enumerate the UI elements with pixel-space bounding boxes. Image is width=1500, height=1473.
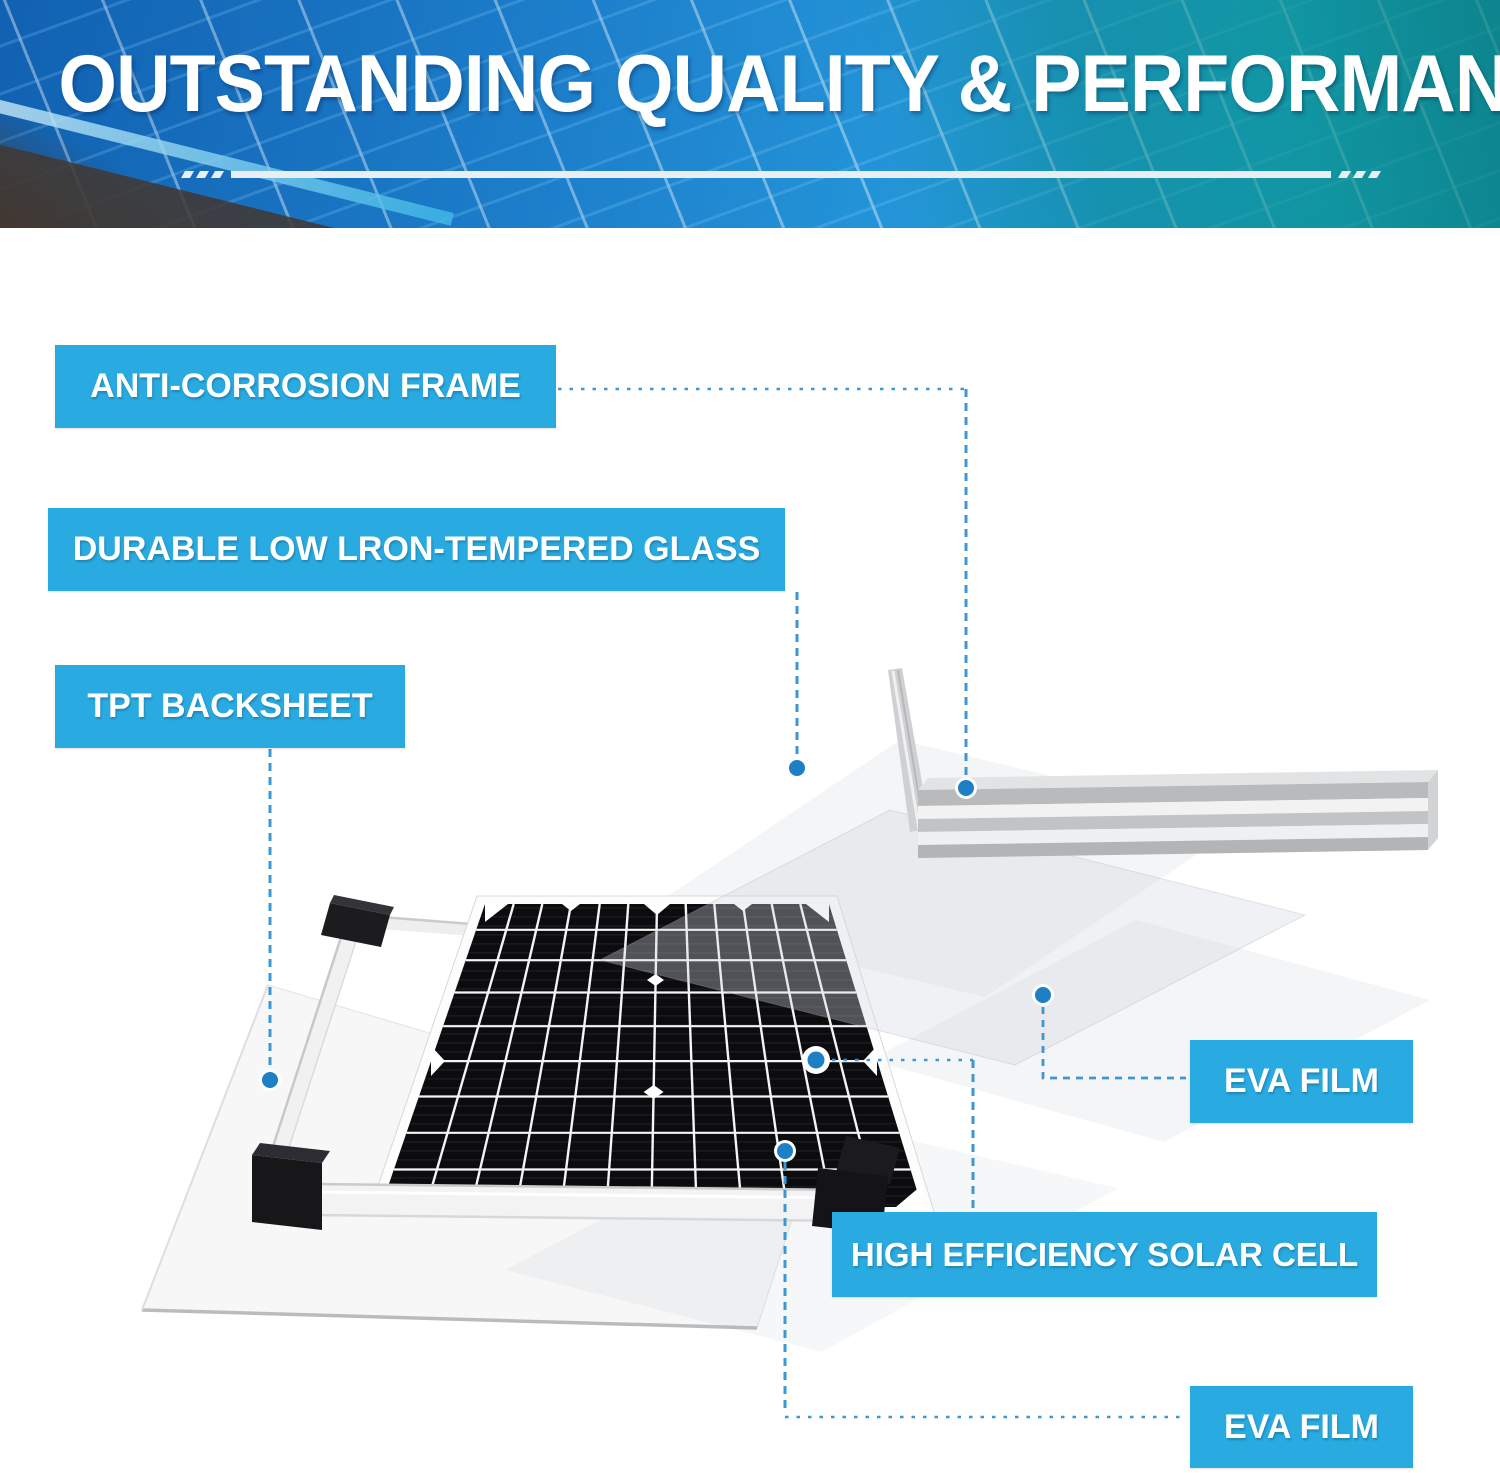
leader-solar-cell (832, 1058, 975, 1208)
label-anti-corrosion-frame-text: ANTI-CORROSION FRAME (90, 367, 521, 405)
eva-film-sheet-bottom (505, 1115, 1118, 1352)
connector-dots (259, 757, 1054, 1162)
label-high-efficiency-solar-cell-text: HIGH EFFICIENCY SOLAR CELL (850, 1235, 1359, 1273)
label-eva-film-bottom: EVA FILM (1190, 1386, 1413, 1468)
frame-corner-cap-top-left (321, 903, 390, 947)
leader-anti-corrosion-frame (558, 387, 968, 776)
frame-corner-cap-bottom-left (252, 1143, 330, 1230)
tempered-glass-sheet (598, 809, 1307, 1066)
header-banner: OUTSTANDING QUALITY & PERFORMANCE (0, 0, 1500, 228)
divider-bar (231, 171, 1331, 178)
label-tpt-backsheet-text: TPT BACKSHEET (87, 687, 373, 725)
label-eva-film-right-text: EVA FILM (1224, 1062, 1379, 1100)
label-tempered-glass: DURABLE LOW LRON-TEMPERED GLASS (48, 508, 785, 591)
label-eva-film-bottom-text: EVA FILM (1224, 1407, 1379, 1446)
page-title: OUTSTANDING QUALITY & PERFORMANCE (58, 39, 1500, 129)
solar-cell-panel (367, 895, 936, 1216)
label-high-efficiency-solar-cell: HIGH EFFICIENCY SOLAR CELL (832, 1212, 1377, 1297)
label-eva-film-right: EVA FILM (1190, 1040, 1413, 1123)
label-anti-corrosion-frame: ANTI-CORROSION FRAME (55, 345, 556, 428)
leader-eva-film-right (1041, 1007, 1186, 1080)
label-tpt-backsheet: TPT BACKSHEET (55, 665, 405, 748)
frame-corner-cap-top-left-facet (330, 895, 394, 915)
label-tempered-glass-text: DURABLE LOW LRON-TEMPERED GLASS (72, 530, 761, 568)
anti-corrosion-frame-bar (888, 668, 1438, 858)
frame-bottom-rail (309, 1182, 859, 1223)
leader-eva-film-bottom (783, 1162, 1186, 1419)
header-divider (0, 169, 1500, 181)
eva-film-sheet-right (870, 920, 1430, 1142)
